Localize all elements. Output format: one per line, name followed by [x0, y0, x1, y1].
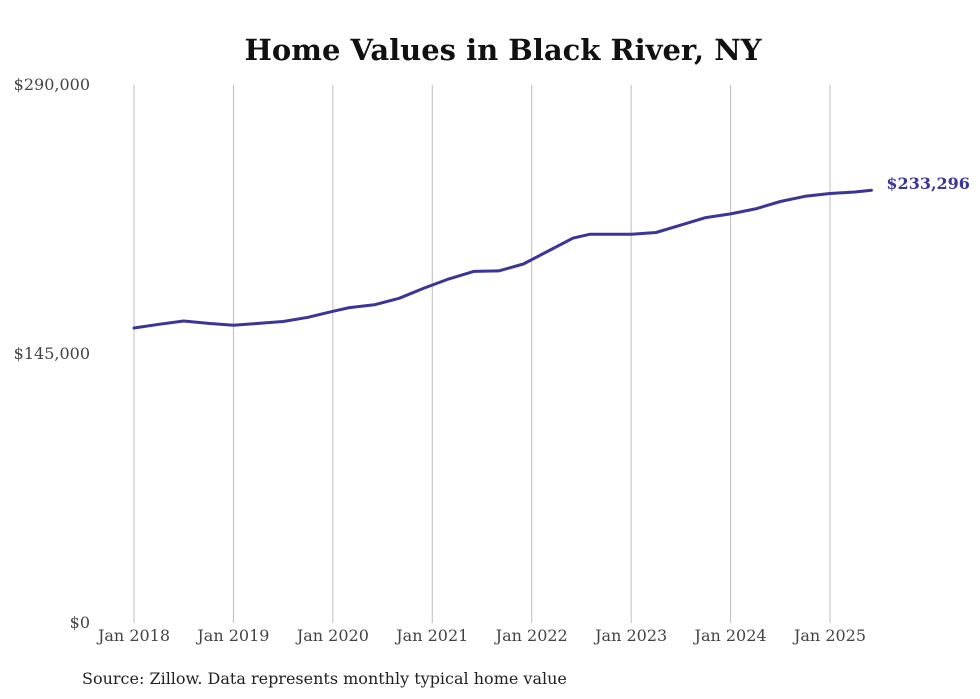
y-tick-label: $290,000 [14, 75, 90, 94]
grid-lines [133, 85, 831, 623]
x-tick-label: Jan 2021 [394, 626, 468, 645]
series-line-home-value [132, 188, 873, 330]
chart-title: Home Values in Black River, NY [245, 33, 762, 67]
x-axis-ticks: Jan 2018 Jan 2019 Jan 2020 Jan 2021 Jan 2022… [96, 626, 866, 645]
x-tick-label: Jan 2025 [792, 626, 866, 645]
y-tick-label: $0 [70, 613, 90, 632]
x-tick-label: Jan 2022 [494, 626, 568, 645]
y-tick-label: $145,000 [14, 344, 90, 363]
x-tick-label: Jan 2018 [96, 626, 170, 645]
end-value-label: $233,296 [886, 174, 970, 193]
x-tick-label: Jan 2020 [295, 626, 369, 645]
y-axis-ticks: $0 $145,000 $290,000 [14, 75, 90, 632]
x-tick-label: Jan 2023 [593, 626, 667, 645]
source-note: Source: Zillow. Data represents monthly … [82, 669, 567, 688]
x-tick-label: Jan 2019 [195, 626, 269, 645]
x-tick-label: Jan 2024 [693, 626, 767, 645]
